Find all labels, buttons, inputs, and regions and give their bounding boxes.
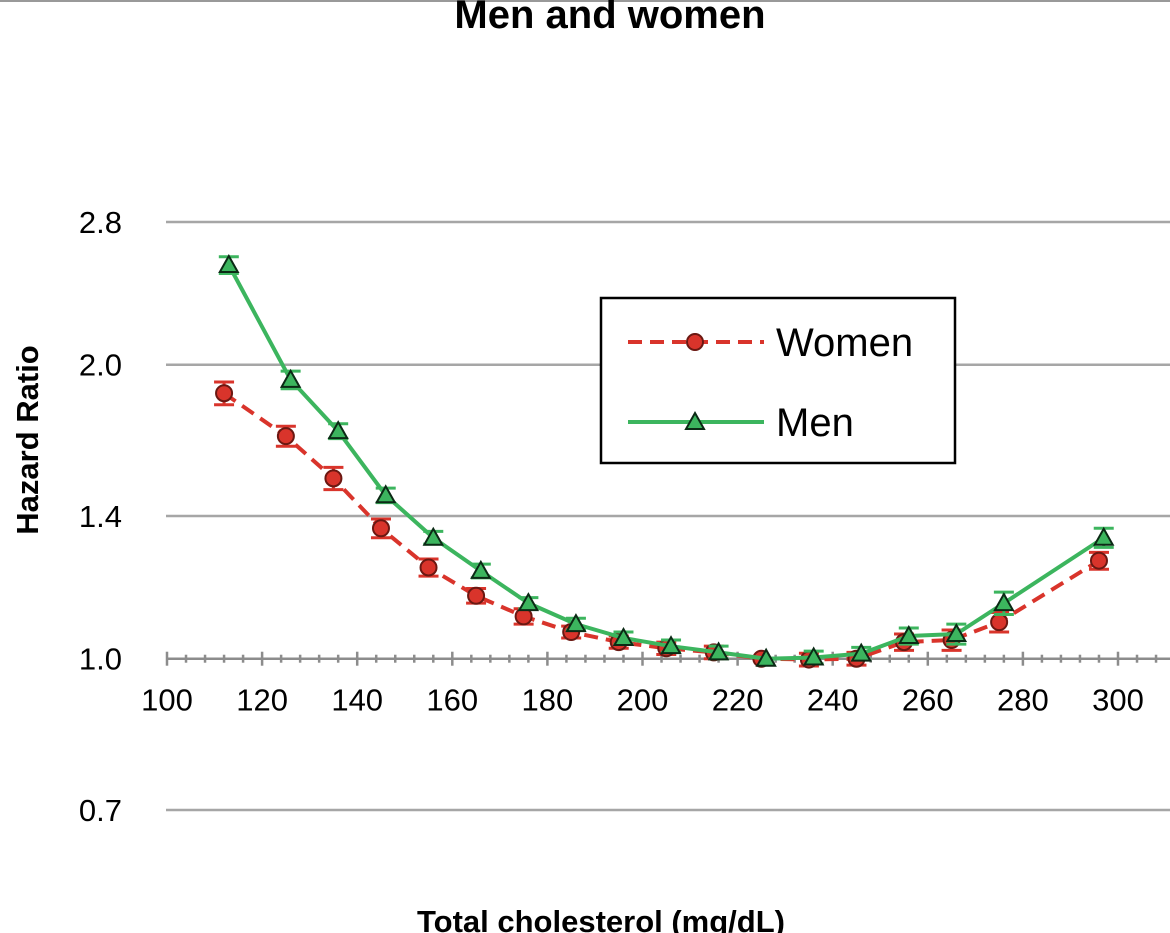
data-point-men	[218, 253, 240, 274]
data-point-women	[467, 586, 486, 605]
x-axis-title: Total cholesterol (mg/dL)	[417, 904, 785, 933]
data-point-men	[470, 559, 492, 579]
x-tick-label: 120	[236, 683, 288, 718]
data-point-men	[375, 484, 397, 504]
x-tick-label: 200	[617, 683, 669, 718]
data-point-men	[850, 642, 872, 662]
x-tick-label: 260	[902, 683, 954, 718]
y-tick-label: 2.0	[79, 348, 122, 383]
data-point-women	[215, 384, 234, 403]
data-point-men	[517, 592, 540, 612]
y-tick-label: 1.0	[79, 642, 122, 677]
y-axis-tick-labels: 0.7 1.0 1.4 2.0 2.8	[79, 205, 122, 828]
x-tick-label: 100	[141, 683, 193, 718]
x-tick-label: 180	[522, 683, 574, 718]
data-point-women	[990, 613, 1009, 632]
data-point-men	[612, 626, 635, 647]
series-line-men	[227, 264, 1105, 661]
x-axis-tick-labels: 100 120 140 160 180 200 220 240 260 280 300	[141, 683, 1144, 718]
y-tick-label: 2.8	[79, 205, 122, 240]
x-tick-label: 240	[807, 683, 859, 718]
data-point-men	[707, 641, 730, 661]
x-tick-label: 280	[997, 683, 1049, 718]
data-point-men	[327, 420, 349, 440]
x-tick-label: 140	[331, 683, 383, 718]
data-point-men	[1093, 526, 1115, 546]
x-tick-label: 160	[426, 683, 478, 718]
legend-men-marker	[684, 410, 706, 430]
data-point-women	[419, 558, 438, 577]
y-axis-title: Hazard Ratio	[10, 345, 45, 534]
chart-title: Men and women	[454, 0, 765, 37]
x-tick-label: 220	[712, 683, 764, 718]
legend-women-label: Women	[776, 321, 913, 365]
data-point-men	[993, 592, 1015, 612]
data-point-men	[802, 646, 825, 666]
series-men	[218, 253, 1115, 667]
legend-men-label: Men	[776, 401, 854, 445]
data-point-men	[898, 624, 920, 645]
plot-area	[214, 253, 1115, 669]
data-point-men	[660, 635, 682, 655]
data-point-men	[279, 368, 302, 388]
data-point-women	[276, 427, 295, 446]
legend-women-marker	[686, 333, 704, 351]
data-point-women	[324, 469, 343, 488]
data-point-men	[755, 647, 777, 667]
data-point-women	[371, 519, 390, 538]
x-tick-label: 300	[1092, 683, 1144, 718]
data-point-men	[565, 613, 587, 633]
legend-box	[599, 296, 957, 465]
legend: Women Men	[599, 296, 957, 465]
data-point-women	[1089, 551, 1108, 570]
data-point-men	[945, 622, 968, 643]
y-tick-label: 0.7	[79, 793, 122, 828]
y-tick-label: 1.4	[79, 499, 122, 534]
data-point-men	[422, 526, 444, 546]
